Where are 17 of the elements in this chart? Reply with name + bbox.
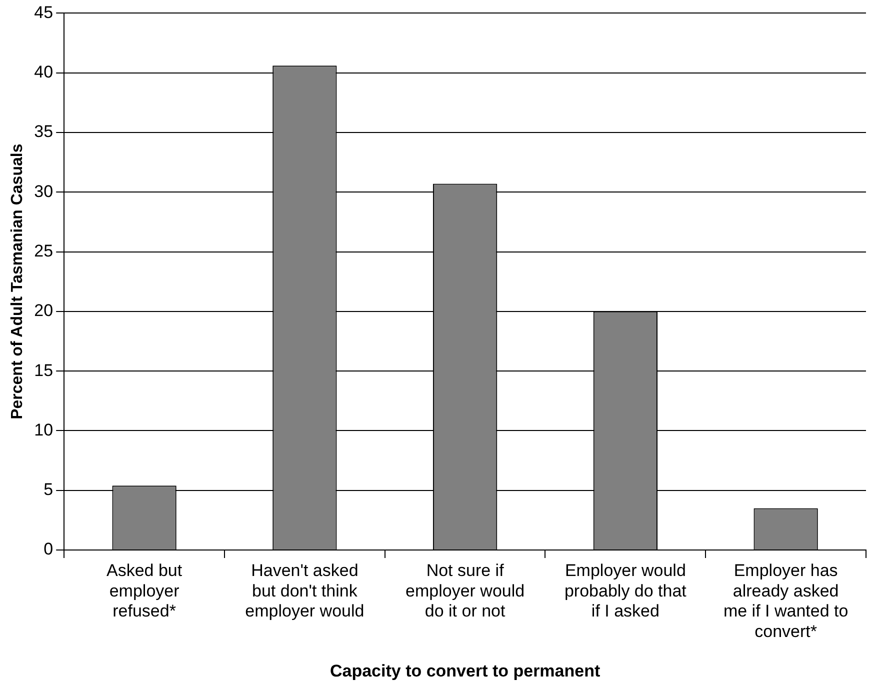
y-axis-title: Percent of Adult Tasmanian Casuals	[9, 144, 26, 420]
y-tick-label: 35	[34, 122, 54, 142]
x-tick-label: Employer would probably do that if I asked	[564, 560, 687, 621]
y-tick-label: 25	[34, 241, 54, 260]
y-tick-label: 15	[34, 360, 54, 380]
y-tick-label: 0	[44, 540, 54, 559]
x-axis-title: Capacity to convert to permanent	[330, 661, 600, 680]
x-tick-label: Asked but employer refused*	[106, 560, 182, 621]
y-tick-label: 45	[34, 2, 54, 22]
y-tick-label: 40	[34, 62, 54, 82]
y-tick-label: 10	[34, 420, 54, 440]
y-tick-label: 5	[44, 480, 54, 500]
x-tick-label: Haven't asked but don't think employer would	[245, 560, 364, 621]
y-tick-label: 20	[34, 301, 54, 320]
x-tick-label: Not sure if employer would do it or not	[406, 560, 525, 621]
y-tick-label: 30	[34, 182, 54, 201]
x-tick-label: Employer has already asked me if I wanted to convert*	[723, 560, 848, 642]
